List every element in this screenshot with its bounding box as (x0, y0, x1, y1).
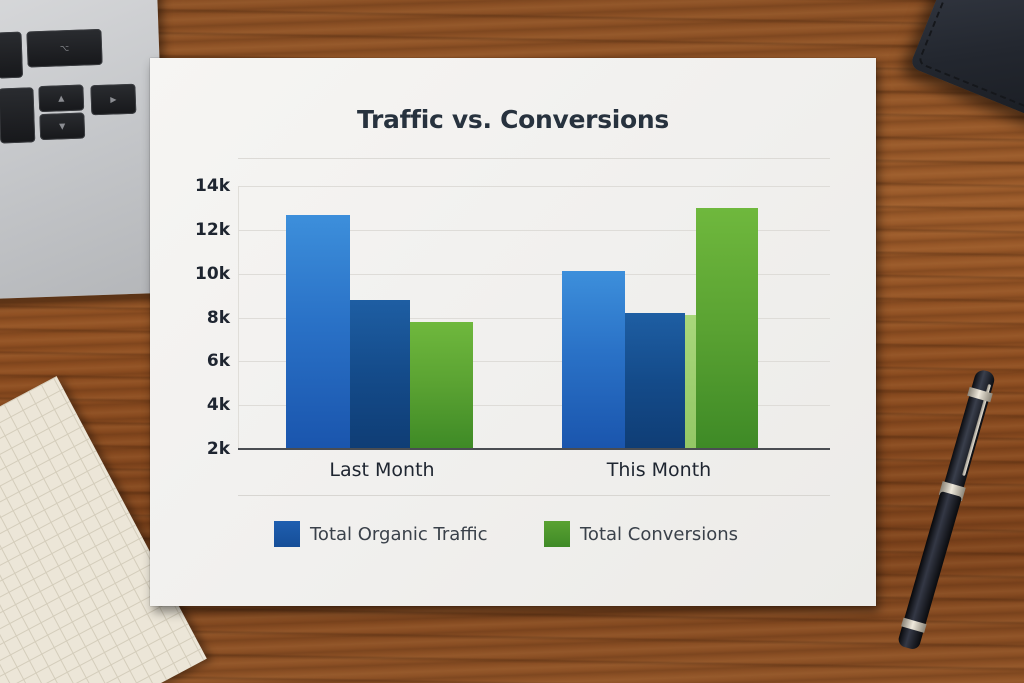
y-tick-label: 14k (195, 176, 230, 196)
bar-total-organic-traffic-light-blue (286, 214, 350, 449)
x-axis-label-last-month: Last Month (329, 459, 435, 481)
y-tick-label: 4k (206, 395, 230, 416)
legend-label: Total Conversions (580, 523, 739, 545)
key-glyph: ▶ (110, 94, 117, 105)
y-tick-label: 10k (195, 263, 230, 284)
legend-item-conversions: Total Conversions (544, 521, 738, 547)
key-glyph: ▲ (58, 93, 65, 103)
fountain-pen (890, 368, 999, 673)
laptop-key: ▼ (39, 112, 86, 141)
plot-area: 14k 12k 10k 8k 6k 4k 2k (195, 176, 830, 459)
key-glyph: ▼ (59, 121, 66, 131)
laptop: ⌥ ▲ ▼ ▶ (0, 0, 168, 300)
laptop-key: ▲ (38, 84, 85, 113)
chart-paper: Traffic vs. Conversions 14k 12k 10k 8k 6k 4k 2… (150, 58, 876, 606)
legend-label: Total Organic Traffic (310, 523, 488, 545)
laptop-key (0, 87, 36, 144)
laptop-key (0, 31, 24, 79)
gridline (238, 317, 830, 319)
bar-total-conversions-green (410, 321, 473, 449)
x-axis-label-this-month: This Month (606, 459, 712, 481)
legend: Total Organic Traffic Total Conversions (150, 521, 876, 547)
title-divider (238, 158, 830, 159)
legend-divider (238, 495, 830, 496)
gridline (238, 273, 830, 275)
wallet (909, 0, 1024, 123)
laptop-key: ⌥ (26, 28, 103, 68)
bar-total-organic-traffic-dark-blue (625, 313, 685, 449)
x-axis-baseline (238, 448, 830, 450)
gridline (238, 186, 830, 187)
gridline (238, 405, 830, 407)
bar-total-organic-traffic-dark-blue (350, 299, 410, 449)
gridline (238, 361, 830, 363)
y-tick-label: 6k (206, 351, 230, 372)
key-glyph: ⌥ (59, 43, 70, 53)
y-tick-label: 2k (206, 439, 230, 459)
laptop-key: ▶ (90, 83, 137, 116)
chart-title: Traffic vs. Conversions (356, 105, 670, 134)
y-tick-label: 8k (206, 307, 230, 328)
legend-swatch-green (544, 521, 570, 547)
y-tick-label: 12k (195, 219, 230, 240)
legend-item-organic-traffic: Total Organic Traffic (274, 521, 488, 547)
bar-total-organic-traffic-light-blue (562, 271, 625, 449)
gridline (238, 229, 830, 231)
bar-total-conversions-green (696, 207, 758, 449)
bar-total-conversions-pale-green (685, 315, 696, 449)
legend-swatch-blue (274, 521, 300, 547)
